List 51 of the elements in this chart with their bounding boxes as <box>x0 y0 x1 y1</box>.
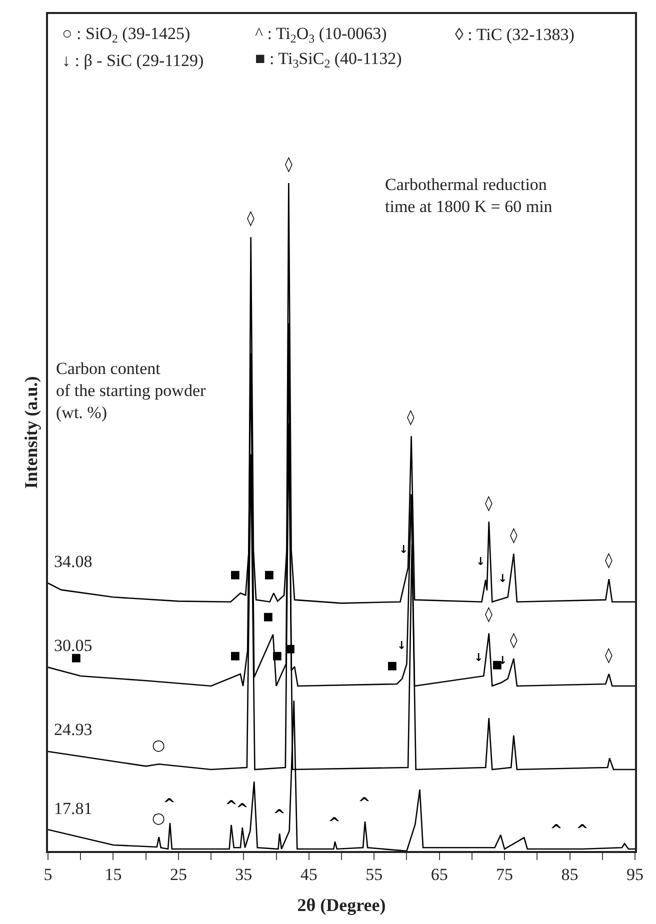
x-tick-label: 5 <box>44 865 52 884</box>
x-tick-label: 45 <box>300 865 318 884</box>
annotation: ↓ <box>399 543 408 556</box>
x-tick-label: 95 <box>626 865 644 884</box>
annotation: ◊ <box>485 605 493 623</box>
x-tick-label: 15 <box>104 865 122 884</box>
annotation: ^ <box>236 800 249 818</box>
annotation: ◊ <box>605 551 613 569</box>
annotation: ◊ <box>510 526 518 544</box>
annotation: ^ <box>550 821 563 839</box>
annotation: ↓ <box>474 651 484 664</box>
y-axis-title: Intensity (a.u.) <box>20 376 41 489</box>
x-tick-label: 65 <box>430 865 448 884</box>
annotation: ↓ <box>397 639 406 652</box>
annotation: ^ <box>225 797 238 815</box>
annotation: ○ <box>152 736 166 754</box>
annotation: Carbothermal reduction time at 1800 K = 60 min <box>385 175 553 216</box>
x-tick-label: 75 <box>496 865 514 884</box>
annotation: ^ <box>576 821 589 839</box>
annotation: ↓ <box>498 572 508 585</box>
annotation: ↓ <box>476 555 486 568</box>
text: ■ : Ti$_{3}$SiC$_{2}$ (40-1132) <box>255 49 402 71</box>
text: ^ : Ti$_{2}$O$_{3}$ (10-0063) <box>255 24 387 46</box>
series-label: 17.81 <box>54 799 92 818</box>
annotation: ■ <box>230 568 240 581</box>
annotation: ◊ <box>247 209 255 227</box>
text: ○ : SiO$_{2}$ (39-1425) <box>62 24 190 46</box>
x-tick-label: 85 <box>561 865 578 884</box>
annotation: ^ <box>163 795 176 813</box>
annotation: ^ <box>328 814 341 832</box>
annotation: ○ <box>152 809 166 827</box>
x-tick-label: 35 <box>235 865 252 884</box>
annotation: ◊ <box>510 631 518 649</box>
annotation: ■ <box>263 610 274 623</box>
text: ↓ : β - SiC (29-1129) <box>62 51 204 70</box>
text: ◊ : TiC (32-1383) <box>455 25 574 44</box>
x-axis-title: 2θ (Degree) <box>297 894 386 915</box>
x-tick-label: 55 <box>366 865 383 884</box>
annotation: ^ <box>273 806 286 824</box>
annotation: Carbon content of the starting powder (wt. %) <box>56 359 206 422</box>
annotation: ◊ <box>485 494 493 512</box>
annotation: ^ <box>358 794 371 812</box>
annotation: ◊ <box>407 408 415 426</box>
annotation: ◊ <box>285 155 293 173</box>
series-label: 24.93 <box>54 720 92 739</box>
annotation: ◊ <box>605 646 613 664</box>
annotation: ■ <box>387 659 398 672</box>
series-label: 34.08 <box>54 552 92 571</box>
annotation: ■ <box>264 568 274 581</box>
annotation: ■ <box>230 649 240 662</box>
x-tick-label: 25 <box>170 865 187 884</box>
